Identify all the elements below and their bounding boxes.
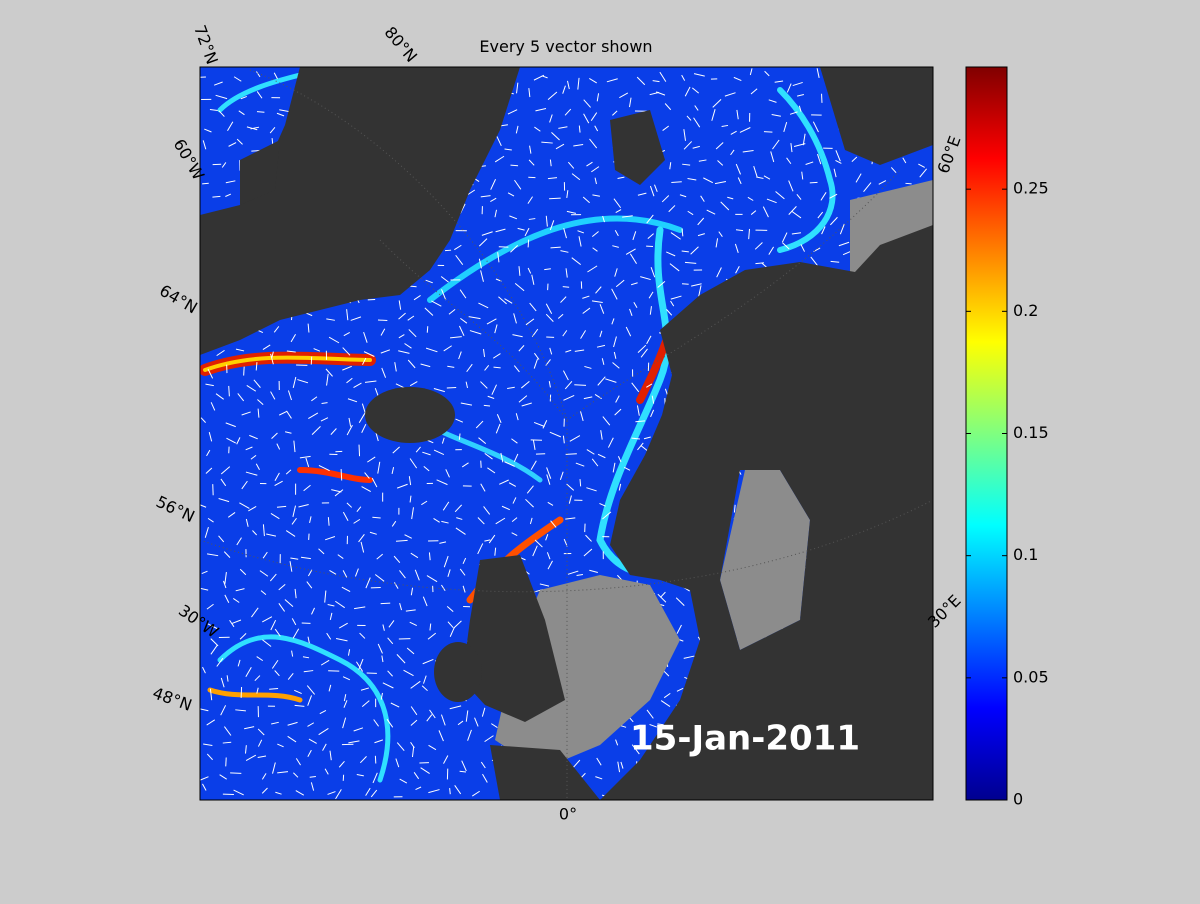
colorbar-scale	[966, 67, 1007, 800]
colorbar-tick-label: 0.2	[1013, 301, 1038, 320]
colorbar-tick-label: 0.05	[1013, 667, 1049, 686]
land-mass	[365, 387, 455, 443]
vector	[510, 165, 518, 166]
land-mass	[434, 642, 482, 702]
vector	[574, 385, 586, 386]
vector	[427, 326, 428, 333]
colorbar-tick-label: 0.25	[1013, 179, 1049, 198]
vector	[905, 183, 911, 184]
graticule-label: 0°	[559, 805, 577, 824]
vector	[359, 445, 360, 457]
vector	[551, 247, 561, 248]
vector	[244, 367, 245, 376]
colorbar-tick-label: 0.15	[1013, 423, 1049, 442]
vector	[229, 386, 230, 396]
graticule-label: 64°N	[156, 281, 200, 318]
colorbar-tick-label: 0	[1013, 790, 1023, 809]
vector	[682, 284, 689, 285]
vector	[764, 132, 772, 133]
vector	[197, 77, 206, 78]
vector	[450, 788, 451, 794]
map	[197, 67, 934, 805]
vector	[484, 405, 490, 406]
colorbar-tick-label: 0.1	[1013, 545, 1038, 564]
graticule-label: 72°N	[190, 22, 222, 66]
graticule-label: 56°N	[153, 492, 198, 526]
vector	[459, 433, 460, 439]
date-label: 15-Jan-2011	[630, 719, 860, 759]
vector	[202, 183, 209, 184]
vector	[810, 182, 818, 183]
vector	[269, 689, 278, 690]
vector	[494, 367, 501, 368]
vector	[549, 198, 561, 199]
colorbar: 0 0.05 0.1 0.15 0.2 0.25	[966, 67, 1049, 809]
graticule-label: 80°N	[381, 23, 421, 66]
vector	[257, 112, 264, 113]
vector	[580, 479, 581, 486]
vector	[381, 603, 391, 604]
vector	[341, 469, 342, 480]
graticule-label: 48°N	[150, 683, 194, 715]
vector	[528, 240, 529, 248]
vector	[256, 362, 257, 370]
graticule-label: 60°E	[934, 133, 965, 176]
map-title: Every 5 vector shown	[479, 37, 652, 56]
